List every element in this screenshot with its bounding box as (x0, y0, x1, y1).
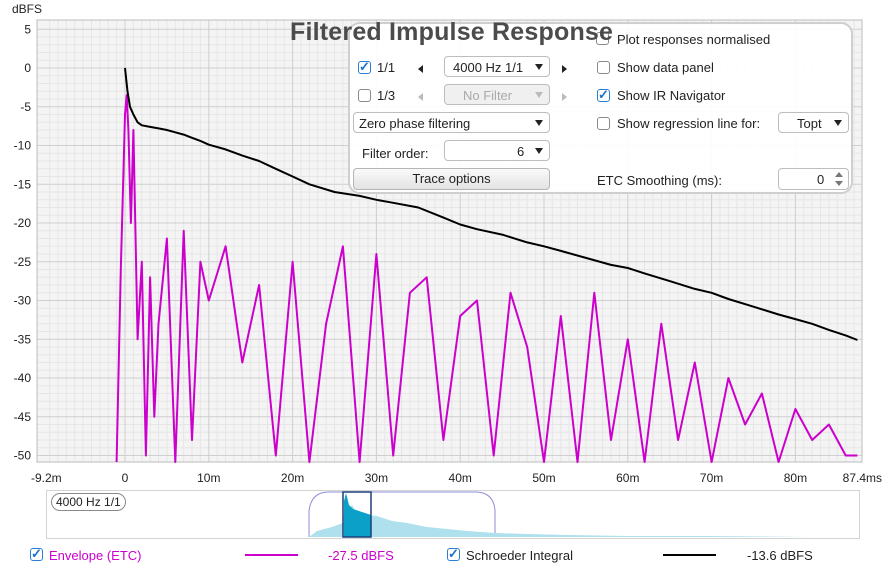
filter-1-3-label: 1/3 (377, 88, 396, 103)
trace-options-button[interactable]: Trace options (353, 168, 550, 190)
filter-order-value: 6 (517, 144, 525, 159)
schroeder-checkbox[interactable] (447, 546, 460, 562)
next-band-arrow-icon[interactable] (562, 65, 567, 73)
band-select[interactable]: 4000 Hz 1/1 (444, 56, 550, 77)
envelope-checkbox[interactable] (30, 546, 43, 562)
regression-select-value: Topt (797, 116, 822, 131)
x-tick-label: 80m (784, 471, 807, 485)
y-axis-labels: 5 0 -5 -10 -15 -20 -25 -30 -35 -40 -45 -50 (14, 22, 32, 462)
y-tick-label: -5 (20, 100, 31, 114)
y-tick-label: -45 (14, 410, 32, 424)
show-ir-navigator-label: Show IR Navigator (617, 88, 726, 103)
schroeder-integral-trace (124, 67, 858, 341)
x-tick-label: -9.2m (31, 471, 62, 485)
y-tick-label: -15 (14, 177, 32, 191)
y-tick-label: 0 (24, 61, 31, 75)
stepper-down-icon[interactable] (835, 181, 843, 186)
y-tick-label: -10 (14, 139, 32, 153)
x-tick-label: 40m (449, 471, 472, 485)
envelope-legend-swatch (245, 554, 298, 556)
etc-smoothing-value: 0 (817, 172, 825, 187)
filter-mode-value: Zero phase filtering (359, 116, 471, 131)
x-tick-label: 60m (616, 471, 639, 485)
y-tick-label: -20 (14, 216, 32, 230)
show-regression-checkbox[interactable] (597, 117, 610, 130)
x-tick-label: 10m (197, 471, 220, 485)
filter-mode-select[interactable]: Zero phase filtering (353, 112, 550, 133)
plot-normalised-checkbox[interactable] (596, 32, 609, 45)
navigator-selection-waveform (344, 493, 371, 537)
y-tick-label: -40 (14, 371, 32, 385)
x-tick-label: 70m (700, 471, 723, 485)
ir-navigator[interactable]: 4000 Hz 1/1 (46, 490, 860, 539)
stepper-up-icon[interactable] (835, 172, 843, 177)
filter-order-select[interactable]: 6 (444, 140, 550, 161)
x-tick-label: 50m (532, 471, 555, 485)
chevron-down-icon (535, 148, 543, 154)
chevron-down-icon (535, 92, 543, 98)
filter-1-1-checkbox[interactable] (358, 59, 371, 75)
ir-navigator-overview (308, 491, 859, 538)
schroeder-legend-value: -13.6 dBFS (747, 548, 813, 563)
etc-smoothing-label: ETC Smoothing (ms): (597, 173, 722, 188)
x-tick-label: 87.4ms (843, 471, 882, 485)
navigator-window-outline (308, 491, 496, 537)
y-tick-label: -35 (14, 332, 32, 346)
filter-1-1-label: 1/1 (377, 60, 396, 75)
schroeder-legend-swatch (663, 554, 716, 556)
etc-smoothing-stepper[interactable]: 0 (778, 168, 849, 190)
y-tick-label: 5 (24, 22, 31, 36)
plot-normalised-label: Plot responses normalised (617, 32, 771, 47)
prev-third-band-arrow-icon[interactable] (418, 93, 423, 101)
filter-1-3-checkbox[interactable] (358, 89, 371, 102)
navigator-band-label: 4000 Hz 1/1 (51, 493, 126, 511)
third-band-select-value: No Filter (463, 88, 513, 103)
y-axis-unit-label: dBFS (12, 2, 42, 16)
show-data-panel-checkbox[interactable] (597, 61, 610, 74)
filter-order-label: Filter order: (362, 146, 429, 161)
y-tick-label: -30 (14, 294, 32, 308)
y-tick-label: -25 (14, 255, 32, 269)
show-ir-navigator-checkbox[interactable] (597, 87, 610, 103)
navigator-selection-window[interactable] (342, 491, 372, 538)
regression-select[interactable]: Topt (778, 112, 849, 133)
schroeder-legend-label: Schroeder Integral (466, 548, 573, 563)
graph-title: Filtered Impulse Response (290, 18, 614, 46)
x-tick-label: 20m (281, 471, 304, 485)
third-band-select[interactable]: No Filter (444, 84, 550, 105)
x-tick-label: 0 (122, 471, 129, 485)
chevron-down-icon (535, 120, 543, 126)
envelope-legend-value: -27.5 dBFS (328, 548, 394, 563)
chevron-down-icon (834, 120, 842, 126)
y-tick-label: -50 (14, 449, 32, 463)
envelope-legend-label: Envelope (ETC) (49, 548, 142, 563)
navigator-waveform (309, 501, 859, 537)
chevron-down-icon (535, 64, 543, 70)
show-data-panel-label: Show data panel (617, 60, 714, 75)
plot-border (36, 19, 863, 463)
prev-band-arrow-icon[interactable] (418, 65, 423, 73)
x-tick-label: 30m (365, 471, 388, 485)
band-select-value: 4000 Hz 1/1 (453, 60, 524, 75)
envelope-etc-trace (115, 94, 858, 463)
show-regression-label: Show regression line for: (617, 116, 761, 131)
x-axis-labels: -9.2m 0 10m 20m 30m 40m 50m 60m 70m 80m 87.4ms (31, 471, 882, 485)
control-panel: Plot responses normalised 1/1 4000 Hz 1/… (348, 22, 853, 194)
next-third-band-arrow-icon[interactable] (562, 93, 567, 101)
